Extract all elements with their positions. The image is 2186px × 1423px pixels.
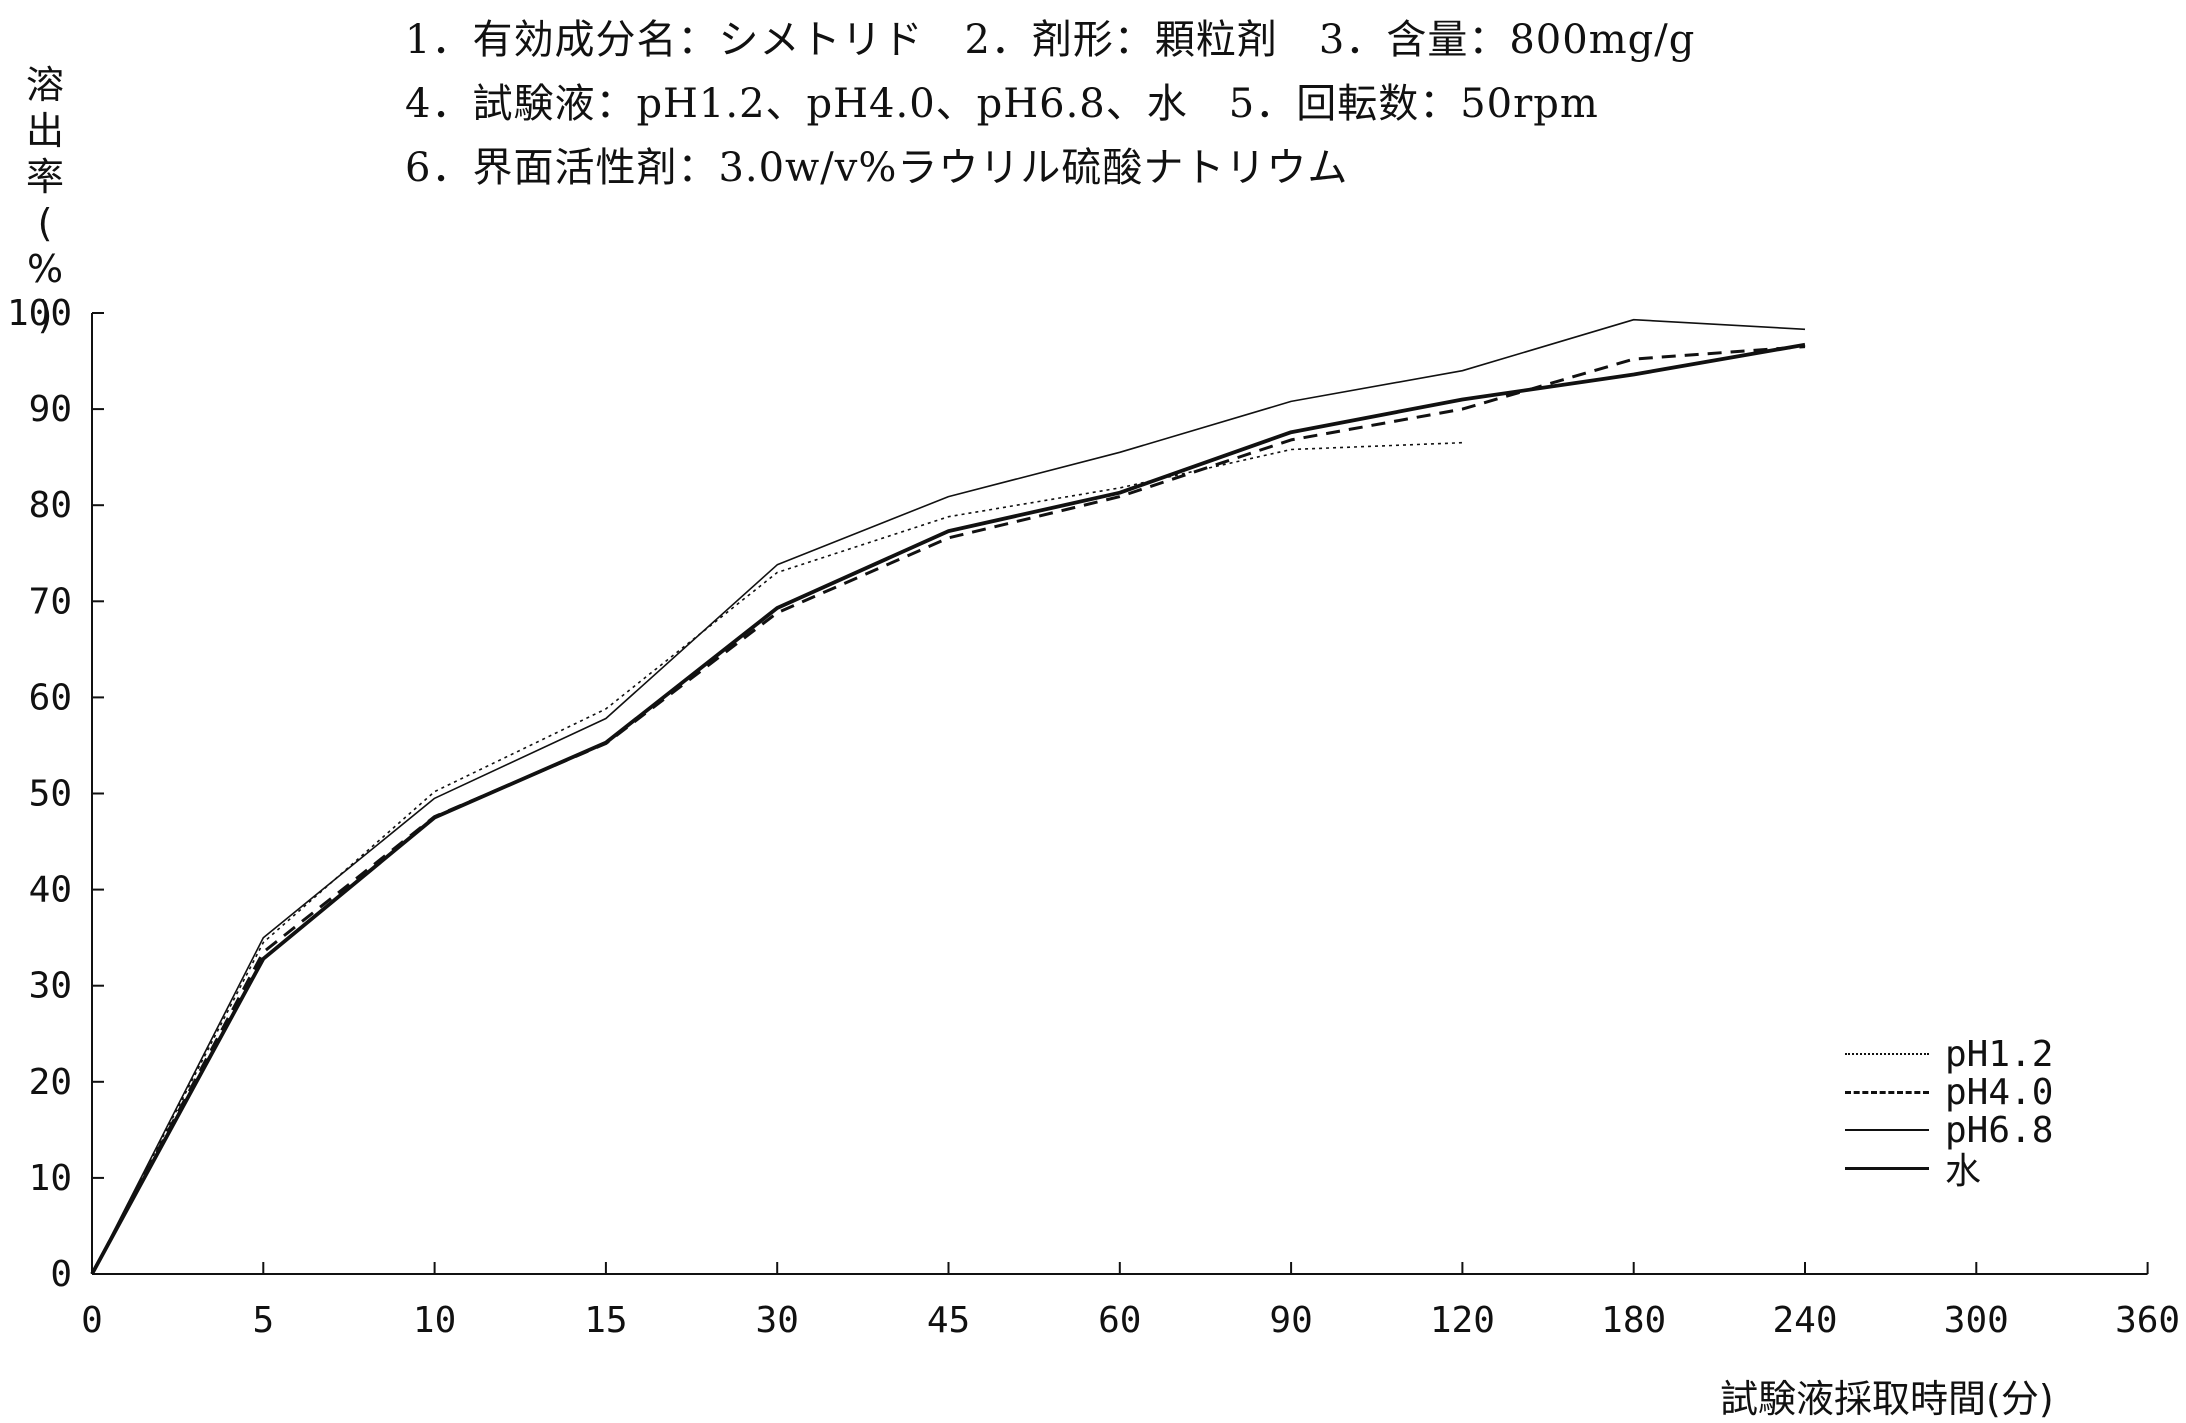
series-line-pH1.2 <box>91 441 1463 1275</box>
y-tick-label: 90 <box>29 389 72 430</box>
x-tick-label: 10 <box>413 1300 456 1341</box>
x-tick-label: 180 <box>1601 1300 1666 1341</box>
legend-swatch <box>1845 1053 1929 1055</box>
x-tick-label: 30 <box>756 1300 799 1341</box>
legend: pH1.2 pH4.0 pH6.8 水 <box>1845 1033 2054 1192</box>
x-tick-label: 60 <box>1098 1300 1141 1341</box>
legend-swatch <box>1845 1090 1929 1094</box>
header-line-3: 6．界面活性剤：3.0w/v%ラウリル硫酸ナトリウム <box>405 145 1349 191</box>
x-tick-label: 240 <box>1772 1300 1837 1341</box>
header-line-2: 4．試験液：pH1.2、pH4.0、pH6.8、水 5．回転数：50rpm <box>405 81 1599 127</box>
header-line-1: 1．有効成分名：シメトリド 2．剤形：顆粒剤 3．含量：800mg/g <box>405 17 1696 63</box>
legend-item: 水 <box>1845 1149 2053 1192</box>
legend-label: pH6.8 <box>1945 1109 2054 1151</box>
y-tick-label: 80 <box>29 485 72 526</box>
legend-swatch <box>1845 1166 1929 1170</box>
y-tick-label: 100 <box>7 293 72 334</box>
y-tick-label: 40 <box>29 870 72 911</box>
y-tick-label: 10 <box>29 1158 72 1199</box>
chart-header: 1．有効成分名：シメトリド 2．剤形：顆粒剤 3．含量：800mg/g 4．試験… <box>405 8 1905 200</box>
y-axis-label-char: % <box>26 247 64 291</box>
series-line-pH4.0 <box>90 345 1806 1275</box>
y-tick-label: 70 <box>29 581 72 622</box>
y-tick-label: 0 <box>50 1254 72 1295</box>
y-axis-label-char: 出 <box>25 109 64 153</box>
y-axis-label: 溶出率(%) <box>20 62 70 338</box>
y-tick-label: 20 <box>29 1062 72 1103</box>
x-tick-label: 0 <box>81 1300 103 1341</box>
y-axis-label-char: 率 <box>25 155 64 199</box>
legend-label: pH4.0 <box>1945 1071 2054 1113</box>
y-axis-label-char: ( <box>37 201 53 245</box>
legend-item: pH4.0 <box>1845 1071 2054 1113</box>
x-tick-label: 90 <box>1269 1300 1312 1341</box>
x-tick-label: 5 <box>252 1300 274 1341</box>
x-tick-label: 45 <box>927 1300 970 1341</box>
legend-swatch <box>1845 1129 1929 1131</box>
y-tick-label: 30 <box>29 966 72 1007</box>
x-tick-label: 360 <box>2115 1300 2180 1341</box>
legend-item: pH6.8 <box>1845 1109 2054 1151</box>
x-tick-label: 120 <box>1430 1300 1495 1341</box>
legend-label: 水 <box>1945 1151 1982 1192</box>
series-line-pH6.8 <box>91 318 1806 1275</box>
y-tick-label: 50 <box>29 774 72 815</box>
y-axis-label-char: ) <box>37 293 53 337</box>
series-line-水 <box>90 342 1806 1275</box>
x-axis-label: 試験液採取時間(分) <box>1720 1377 2054 1421</box>
x-tick-label: 15 <box>584 1300 627 1341</box>
legend-item: pH1.2 <box>1845 1033 2054 1075</box>
y-tick-label: 60 <box>29 677 72 718</box>
legend-label: pH1.2 <box>1945 1033 2054 1075</box>
y-axis-label-char: 溶 <box>25 63 64 107</box>
x-tick-label: 300 <box>1944 1300 2009 1341</box>
